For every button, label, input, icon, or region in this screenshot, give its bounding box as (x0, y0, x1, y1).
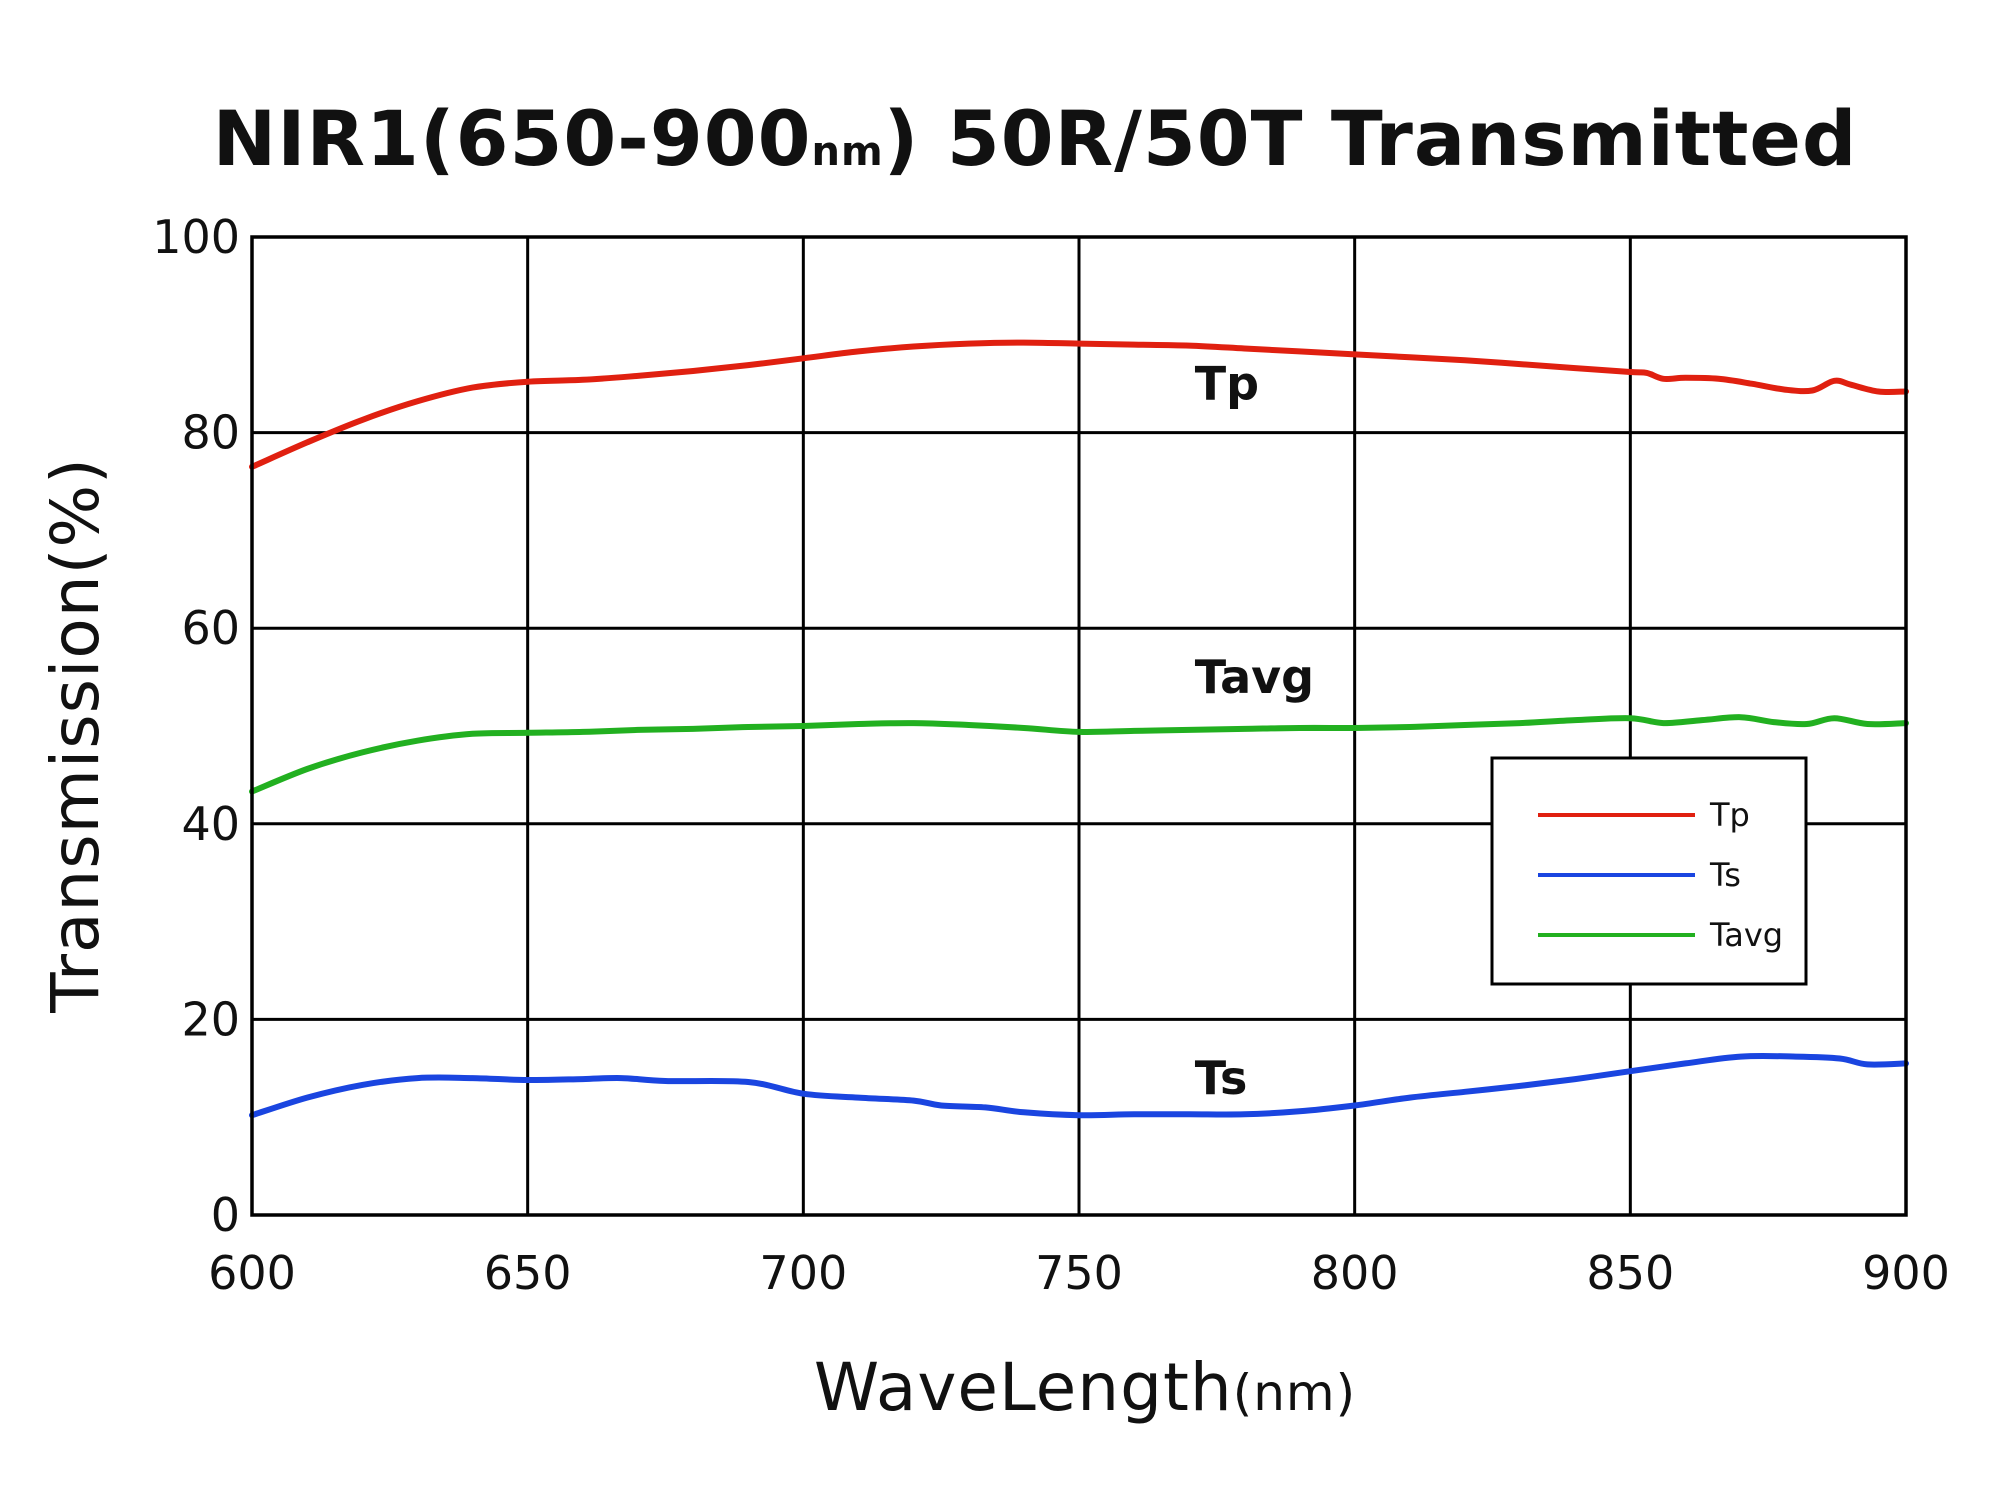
chart-title-suffix: ) 50R/50T Transmitted (884, 94, 1858, 183)
y-tick-label-0: 0 (211, 1188, 240, 1242)
plot-area-border (250, 235, 1908, 1217)
x-tick-label-600: 600 (208, 1246, 296, 1300)
series-label-ts: Ts (1195, 1051, 1248, 1105)
series-lines (249, 339, 1909, 1119)
x-tick-label-850: 850 (1586, 1246, 1674, 1300)
series-line-tp (249, 339, 1909, 470)
series-line-ts (249, 1052, 1909, 1119)
legend-label-ts: Ts (1709, 856, 1741, 894)
x-axis-title-main: WaveLength (814, 1349, 1233, 1426)
x-axis-title: WaveLength(nm) (814, 1349, 1356, 1426)
x-tick-label-700: 700 (759, 1246, 847, 1300)
x-tick-label-750: 750 (1035, 1246, 1123, 1300)
y-tick-label-40: 40 (181, 797, 240, 851)
y-tick-label-60: 60 (181, 601, 240, 655)
x-tick-label-650: 650 (484, 1246, 572, 1300)
series-label-tavg: Tavg (1195, 650, 1314, 704)
y-tick-label-80: 80 (181, 406, 240, 460)
chart-title: NIR1(650-900nm) 50R/50T Transmitted (213, 94, 1858, 183)
chart-title-unit: nm (811, 129, 883, 175)
x-axis-ticks: 600 650 700 750 800 850 900 (208, 1246, 1950, 1300)
legend-label-tavg: Tavg (1709, 916, 1783, 954)
x-tick-label-900: 900 (1862, 1246, 1950, 1300)
series-label-tp: Tp (1195, 357, 1259, 411)
y-tick-label-20: 20 (181, 992, 240, 1046)
y-axis-title: Transmission(%) (37, 457, 114, 1014)
legend-box (1490, 756, 1808, 986)
chart-title-main: NIR1(650-900 (213, 94, 812, 183)
legend: Tp Ts Tavg (1490, 756, 1808, 986)
y-axis-ticks: 0 20 40 60 80 100 (152, 210, 240, 1242)
x-tick-label-800: 800 (1311, 1246, 1399, 1300)
series-labels: Tp Ts Tavg (1195, 357, 1314, 1105)
legend-label-tp: Tp (1709, 796, 1750, 834)
x-axis-title-unit: (nm) (1233, 1364, 1356, 1422)
series-line-tavg (249, 714, 1909, 795)
y-tick-label-100: 100 (152, 210, 240, 264)
